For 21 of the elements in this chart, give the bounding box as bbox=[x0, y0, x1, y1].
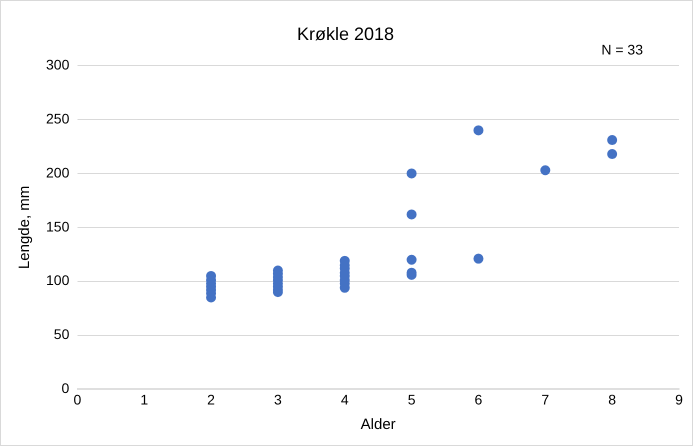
y-tick-label: 150 bbox=[46, 218, 70, 234]
y-tick-label: 0 bbox=[62, 380, 70, 396]
y-tick-label: 300 bbox=[46, 56, 70, 72]
y-axis-title: Lengde, mm bbox=[16, 186, 34, 270]
x-axis-title: Alder bbox=[360, 416, 396, 434]
x-tick-label: 7 bbox=[541, 391, 550, 408]
text: N = 33 bbox=[601, 41, 644, 58]
chart-title: Krøkle 2018 bbox=[296, 24, 394, 44]
x-tick-label: 4 bbox=[340, 391, 349, 408]
x-tick-label: 6 bbox=[474, 391, 483, 408]
y-tick-label: 100 bbox=[46, 272, 70, 288]
x-tick-label: 0 bbox=[73, 391, 82, 408]
x-tick-label: 8 bbox=[608, 391, 616, 408]
y-tick-label: 50 bbox=[54, 326, 70, 342]
x-tick-label: 2 bbox=[207, 391, 216, 408]
x-tick-label: 1 bbox=[140, 391, 148, 408]
y-tick-label: 200 bbox=[46, 164, 70, 180]
x-tick-label: 3 bbox=[274, 391, 282, 408]
y-tick-label: 250 bbox=[46, 110, 70, 126]
x-tick-label: 5 bbox=[408, 391, 416, 408]
x-tick-label: 9 bbox=[675, 391, 684, 408]
